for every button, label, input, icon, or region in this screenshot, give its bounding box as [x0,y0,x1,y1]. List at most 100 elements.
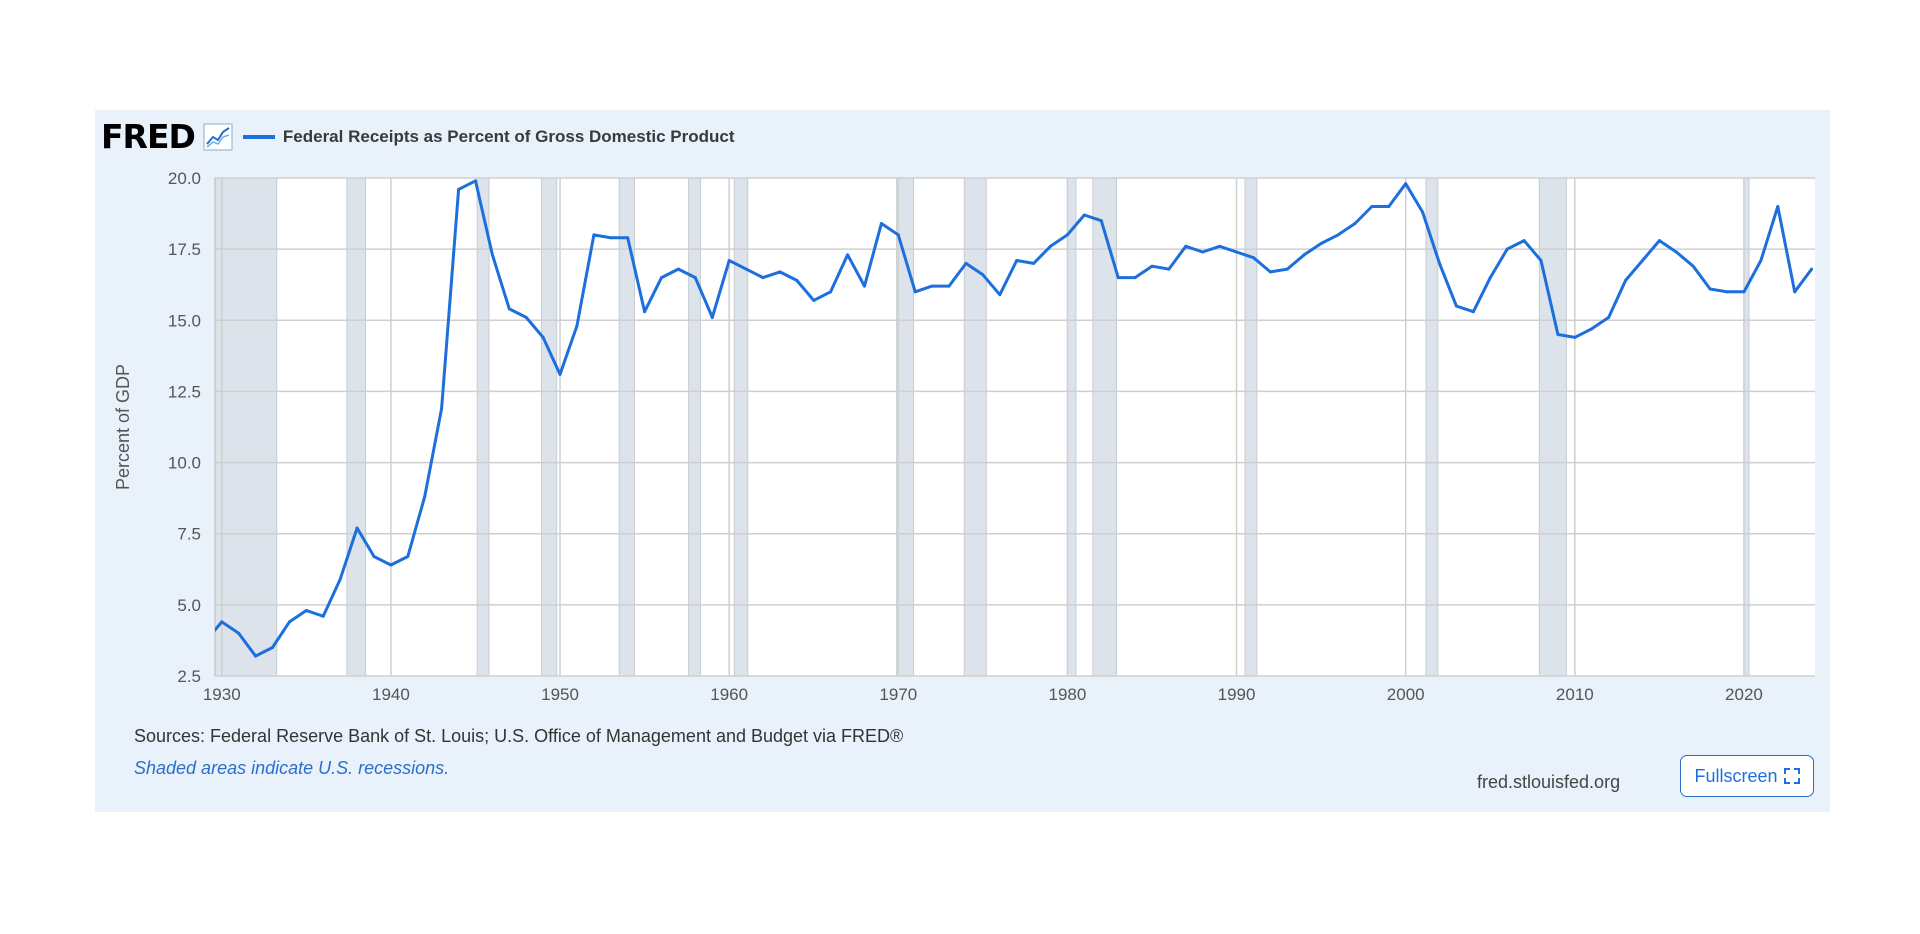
data-point [643,310,647,314]
data-point [998,293,1002,297]
data-point [304,609,308,613]
data-point [558,372,562,376]
x-tick-label: 2010 [1556,685,1594,704]
data-point [1759,259,1763,263]
data-point [355,526,359,530]
data-point [406,554,410,558]
data-point [1522,239,1526,243]
recession-band [1244,177,1258,677]
data-point [1674,250,1678,254]
data-point [1336,233,1340,237]
y-tick-label: 10.0 [168,454,201,473]
legend-swatch [242,135,275,139]
recession-band [214,177,278,677]
data-point [1404,182,1408,186]
data-point [947,284,951,288]
x-tick-label: 1930 [203,685,241,704]
chart-header: FRED Federal Receipts as Percent of Gros… [101,120,735,154]
data-point [271,646,275,650]
data-point [930,284,934,288]
recession-band [1066,177,1077,677]
data-point [473,179,477,183]
y-axis-label: Percent of GDP [113,364,133,490]
y-tick-label: 5.0 [177,596,201,615]
data-point [710,315,714,319]
data-point [1590,327,1594,331]
data-point [338,577,342,581]
data-point [254,654,258,658]
data-point [1218,244,1222,248]
data-point [1691,264,1695,268]
data-point [626,236,630,240]
data-point [1116,276,1120,280]
data-point [1556,333,1560,337]
data-point [609,236,613,240]
data-point [1201,250,1205,254]
data-point [1184,244,1188,248]
data-point [1285,267,1289,271]
data-point [1353,222,1357,226]
data-point [1657,239,1661,243]
data-point [795,278,799,282]
data-point [1454,304,1458,308]
data-point [457,187,461,191]
data-point [1015,259,1019,263]
fullscreen-button[interactable]: Fullscreen [1680,755,1814,797]
data-point [761,276,765,280]
x-tick-label: 1970 [879,685,917,704]
data-point [846,253,850,257]
data-point [862,284,866,288]
fred-logo[interactable]: FRED [101,117,196,156]
recession-note: Shaded areas indicate U.S. recessions. [134,758,450,778]
chart-panel: 2.5 5.0 7.5 10.0 12.5 15.0 17.5 20.0 1930 1940 195… [95,110,1830,812]
data-point [879,222,883,226]
data-point [423,495,427,499]
data-point [220,620,224,624]
y-tick-label: 12.5 [168,382,201,401]
data-point [1302,253,1306,257]
data-point [575,324,579,328]
data-point [1640,259,1644,263]
data-point [1099,219,1103,223]
data-point [1167,267,1171,271]
data-point [896,233,900,237]
data-point [592,233,596,237]
fullscreen-label: Fullscreen [1694,765,1778,786]
x-tick-label: 2020 [1725,685,1763,704]
data-point [1742,290,1746,294]
x-tick-label: 1990 [1218,685,1256,704]
y-tick-label: 17.5 [168,240,201,259]
data-point [1235,250,1239,254]
data-point [964,261,968,265]
recession-band [1743,177,1750,677]
sources-text: Sources: Federal Reserve Bank of St. Lou… [134,726,904,746]
series-line [215,179,1813,658]
recession-band [540,177,558,677]
data-point [1438,261,1442,265]
data-point [676,267,680,271]
line-chart-icon [203,123,233,151]
recession-band [346,177,367,677]
site-url[interactable]: fred.stlouisfed.org [1477,772,1621,792]
data-point [1251,256,1255,260]
x-tick-label: 2000 [1387,685,1425,704]
data-point [1793,290,1797,294]
data-point [1032,261,1036,265]
data-point [1082,213,1086,217]
data-point [1150,264,1154,268]
x-tick-label: 1940 [372,685,410,704]
data-point [1624,278,1628,282]
data-point [981,273,985,277]
data-point [1421,210,1425,214]
data-point [1387,204,1391,208]
data-point [1539,259,1543,263]
data-point [1133,276,1137,280]
data-point [287,620,291,624]
data-point [744,267,748,271]
y-tick-label: 20.0 [168,169,201,188]
data-point [812,298,816,302]
data-point [490,253,494,257]
data-point [1725,290,1729,294]
recession-band [476,177,490,677]
data-point [660,276,664,280]
